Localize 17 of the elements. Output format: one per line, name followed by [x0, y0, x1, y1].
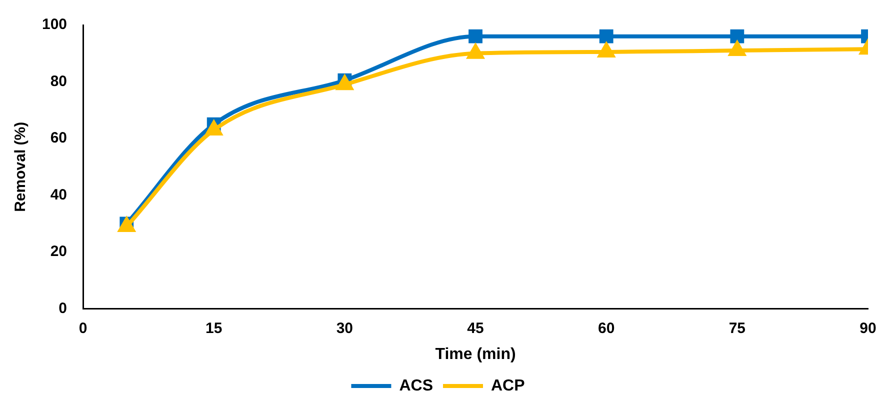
- x-tick-label: 0: [78, 320, 88, 337]
- x-tick-label: 30: [336, 320, 354, 337]
- x-axis-title: Time (min): [435, 346, 516, 363]
- x-tick-label: 45: [467, 320, 484, 337]
- y-tick-label: 80: [50, 72, 68, 90]
- y-tick-label: 0: [58, 300, 68, 317]
- x-tick-label: 75: [728, 320, 746, 337]
- legend-label: ACS: [399, 377, 434, 394]
- x-tick-label: 90: [860, 320, 876, 337]
- y-axis-title: Removal (%): [12, 122, 30, 212]
- x-tick-label: 15: [206, 320, 222, 337]
- y-tick-label: 60: [50, 130, 68, 147]
- y-tick-label: 40: [50, 186, 68, 204]
- y-tick-label: 20: [50, 243, 68, 260]
- legend-label: ACP: [491, 377, 526, 394]
- x-tick-label: 60: [598, 320, 615, 337]
- y-tick-label: 100: [42, 16, 68, 34]
